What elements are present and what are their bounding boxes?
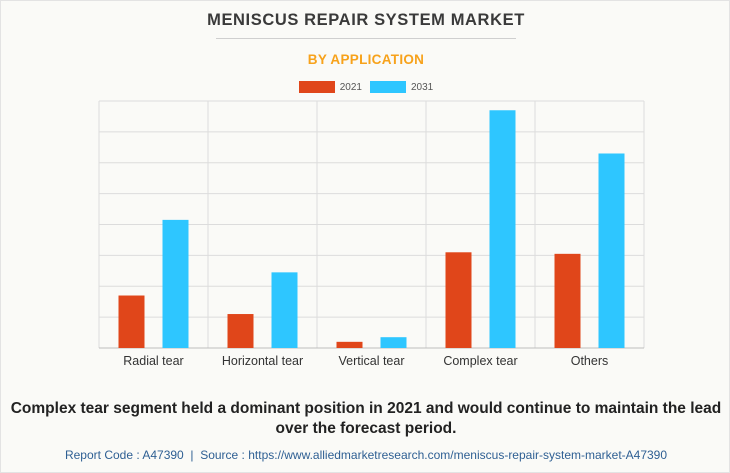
chart-subtitle: BY APPLICATION — [307, 52, 425, 67]
footer-separator: | — [190, 448, 194, 462]
bar-2021-others — [554, 253, 581, 348]
bar-2021-vertical-tear — [336, 341, 363, 348]
bar-2021-complex-tear — [445, 252, 472, 348]
legend-swatch-2021 — [298, 81, 335, 93]
chart-title: MENISCUS REPAIR SYSTEM MARKET — [207, 11, 525, 29]
footer: Report Code : A47390 | Source : https://… — [1, 448, 730, 462]
bar-2031-others — [598, 153, 625, 348]
bar-2031-complex-tear — [489, 110, 516, 348]
chart-caption: Complex tear segment held a dominant pos… — [10, 400, 722, 437]
title-divider — [216, 38, 516, 39]
bar-2021-horizontal-tear — [227, 314, 254, 348]
x-tick-label: Complex tear — [443, 354, 517, 368]
legend-label-2021: 2021 — [339, 81, 362, 93]
legend: 2021 2031 — [1, 81, 730, 93]
bar-chart: Radial tear Horizontal tear Vertical tear C… — [98, 100, 645, 368]
x-tick-label: Horizontal tear — [222, 354, 303, 368]
legend-item-2031[interactable]: 2031 — [370, 81, 433, 93]
bar-2021-radial-tear — [118, 295, 145, 348]
x-tick-label: Others — [571, 354, 609, 368]
x-tick-label: Vertical tear — [338, 354, 404, 368]
bar-2031-radial-tear — [162, 219, 189, 348]
source-link[interactable]: Source : https://www.alliedmarketresearc… — [200, 448, 668, 462]
report-code: Report Code : A47390 — [64, 448, 184, 462]
legend-swatch-2031 — [370, 81, 406, 93]
x-tick-label: Radial tear — [123, 354, 183, 368]
bar-2031-vertical-tear — [380, 337, 407, 348]
legend-item-2021[interactable]: 2021 — [298, 81, 362, 93]
legend-label-2031: 2031 — [411, 81, 434, 93]
bar-2031-horizontal-tear — [271, 272, 298, 348]
